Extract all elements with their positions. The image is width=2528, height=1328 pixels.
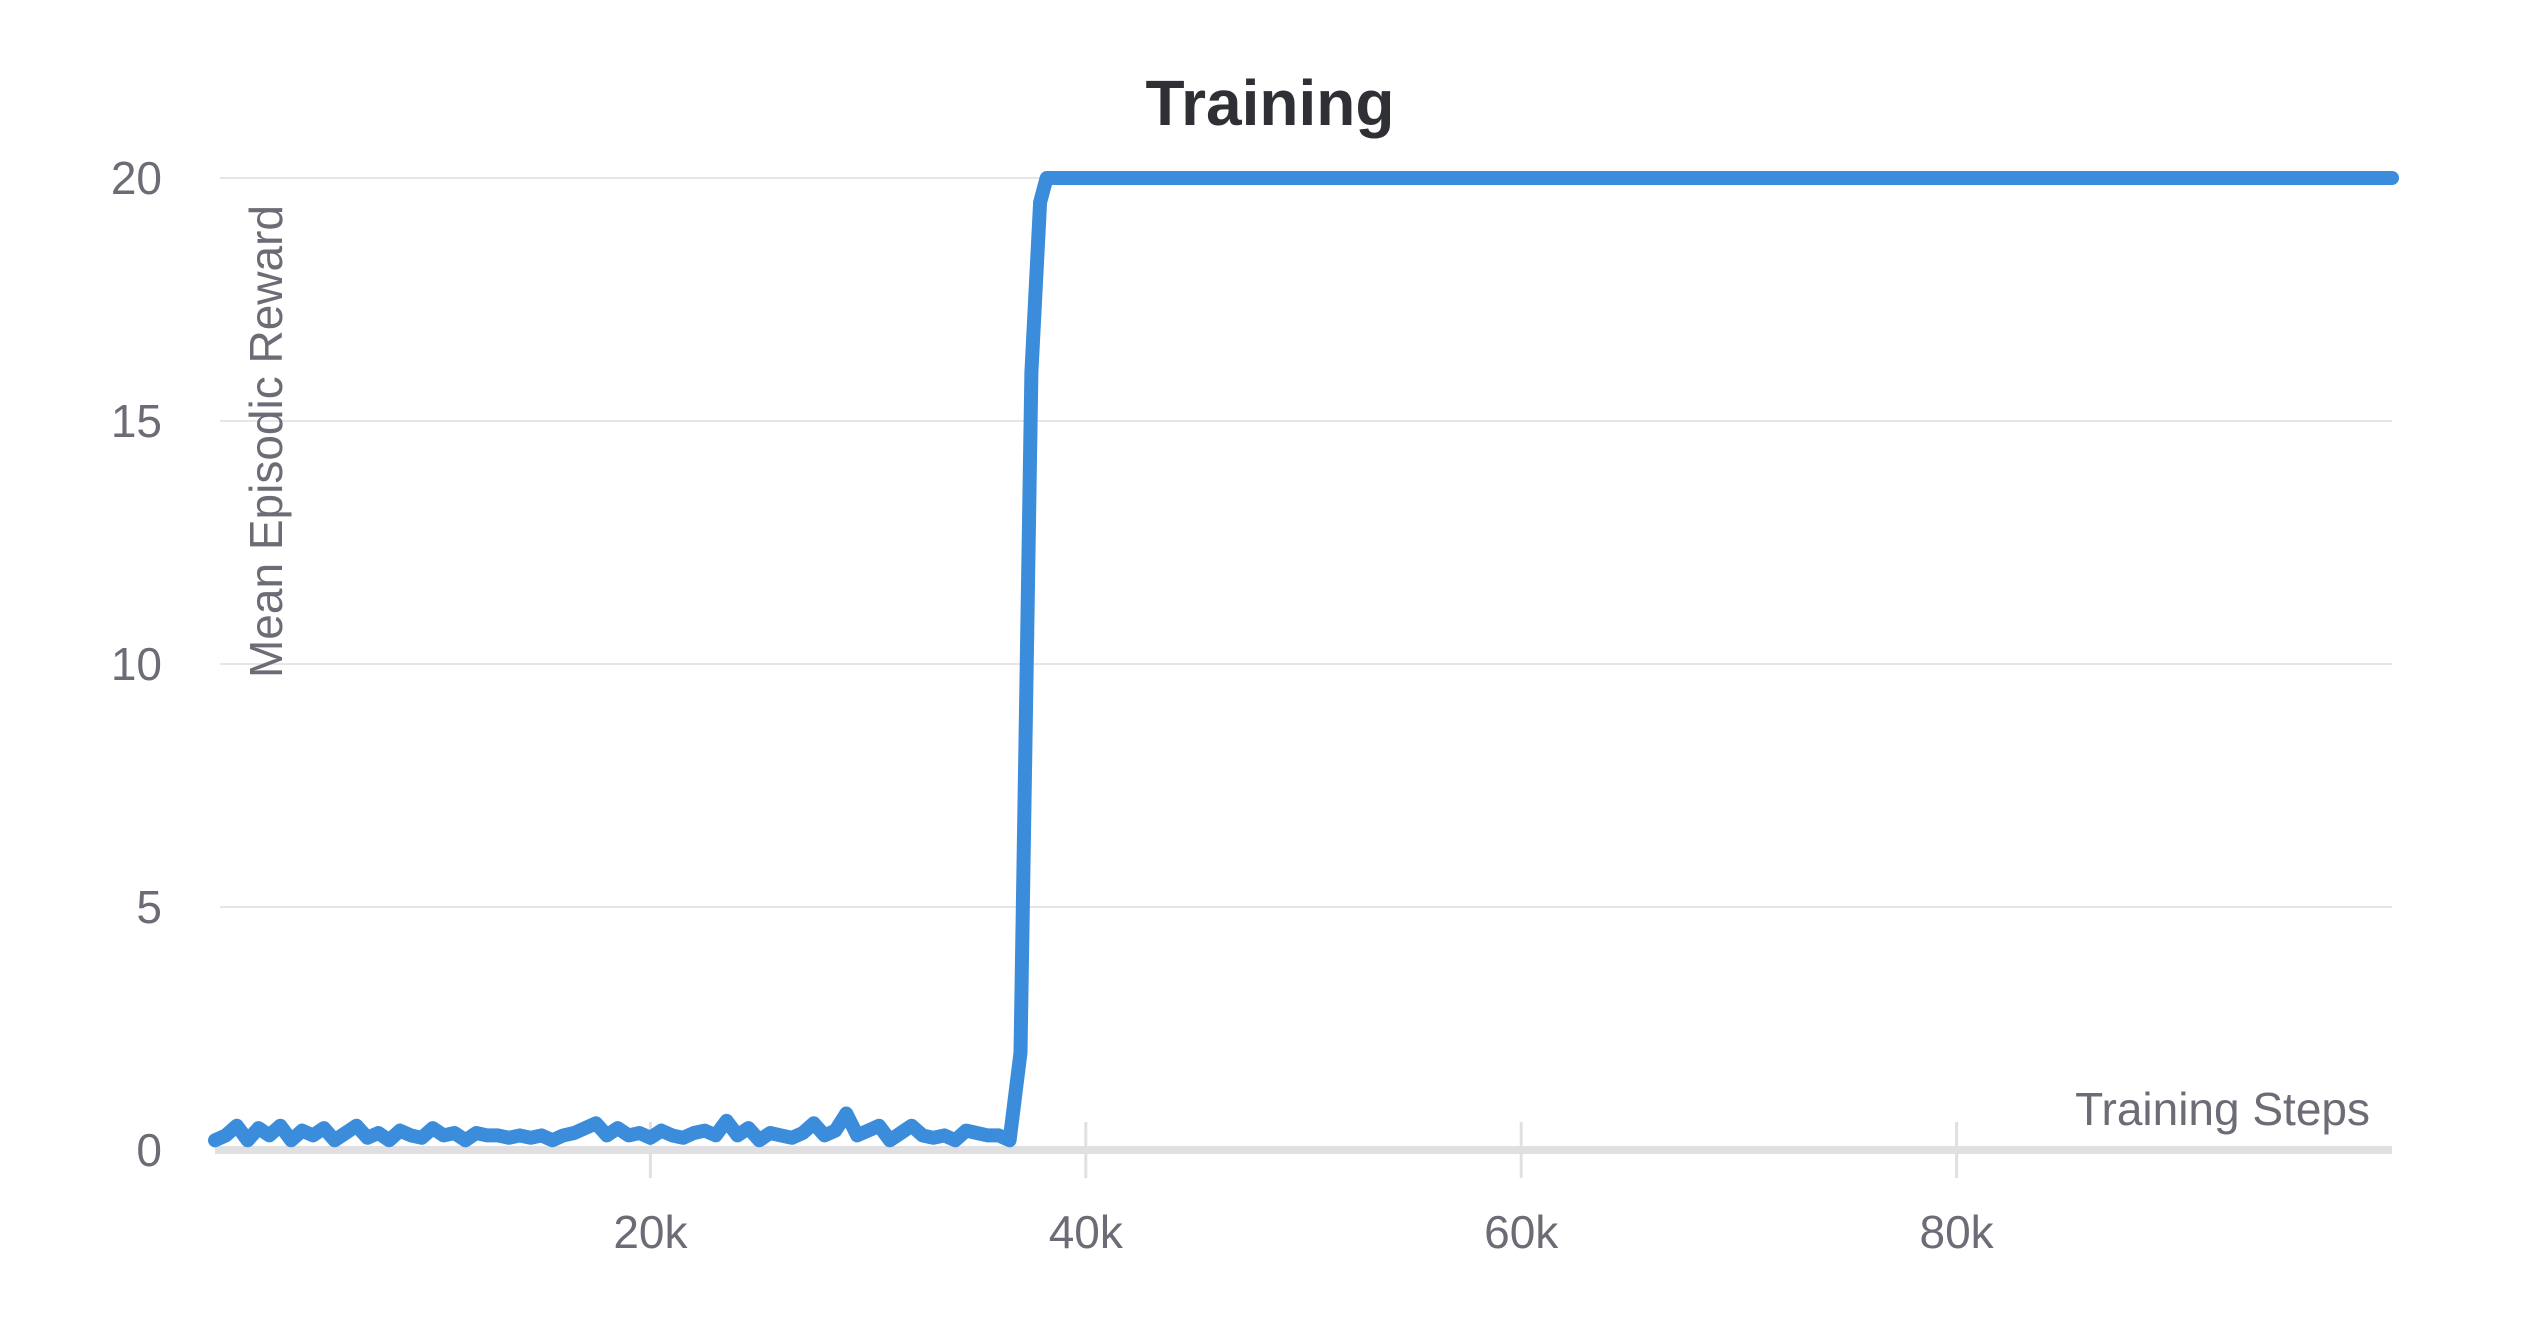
x-tick-label: 80k: [1920, 1206, 1995, 1258]
x-tick-label: 20k: [613, 1206, 688, 1258]
y-tick-label: 0: [136, 1124, 162, 1176]
series-group: [208, 171, 2399, 1148]
y-axis-label: Mean Episodic Reward: [240, 205, 292, 678]
chart-title: Training: [1146, 67, 1395, 139]
x-tick-label: 60k: [1484, 1206, 1559, 1258]
y-tick-label: 5: [136, 881, 162, 933]
y-tick-label: 15: [111, 395, 162, 447]
x-axis-label: Training Steps: [2075, 1083, 2370, 1135]
x-tick-label: 40k: [1049, 1206, 1124, 1258]
series-line: [208, 171, 2399, 1148]
y-tick-label: 20: [111, 152, 162, 204]
grid-lines: [220, 177, 2392, 908]
y-axis: 0 5 10 15 20: [111, 152, 162, 1176]
y-tick-label: 10: [111, 638, 162, 690]
